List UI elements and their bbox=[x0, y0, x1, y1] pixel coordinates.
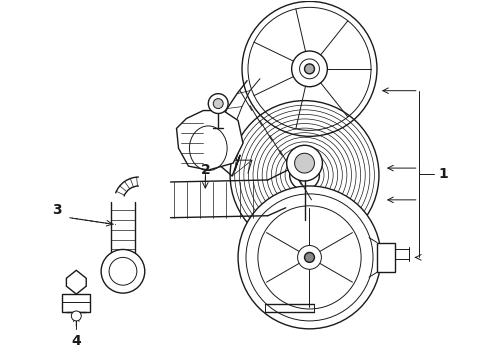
Circle shape bbox=[72, 311, 81, 321]
Circle shape bbox=[297, 246, 321, 269]
Circle shape bbox=[305, 64, 315, 74]
Circle shape bbox=[208, 94, 228, 113]
Polygon shape bbox=[377, 243, 395, 272]
Text: 3: 3 bbox=[51, 203, 61, 217]
Text: 2: 2 bbox=[200, 163, 210, 177]
Polygon shape bbox=[66, 270, 86, 294]
Polygon shape bbox=[176, 111, 243, 170]
Circle shape bbox=[294, 153, 315, 173]
Circle shape bbox=[292, 51, 327, 87]
Text: 4: 4 bbox=[72, 334, 81, 348]
Circle shape bbox=[287, 145, 322, 181]
Circle shape bbox=[305, 252, 315, 262]
Circle shape bbox=[213, 99, 223, 109]
Text: 1: 1 bbox=[439, 167, 448, 181]
Circle shape bbox=[242, 1, 377, 136]
Circle shape bbox=[238, 186, 381, 329]
Circle shape bbox=[101, 249, 145, 293]
Circle shape bbox=[299, 59, 319, 79]
Polygon shape bbox=[62, 294, 90, 312]
